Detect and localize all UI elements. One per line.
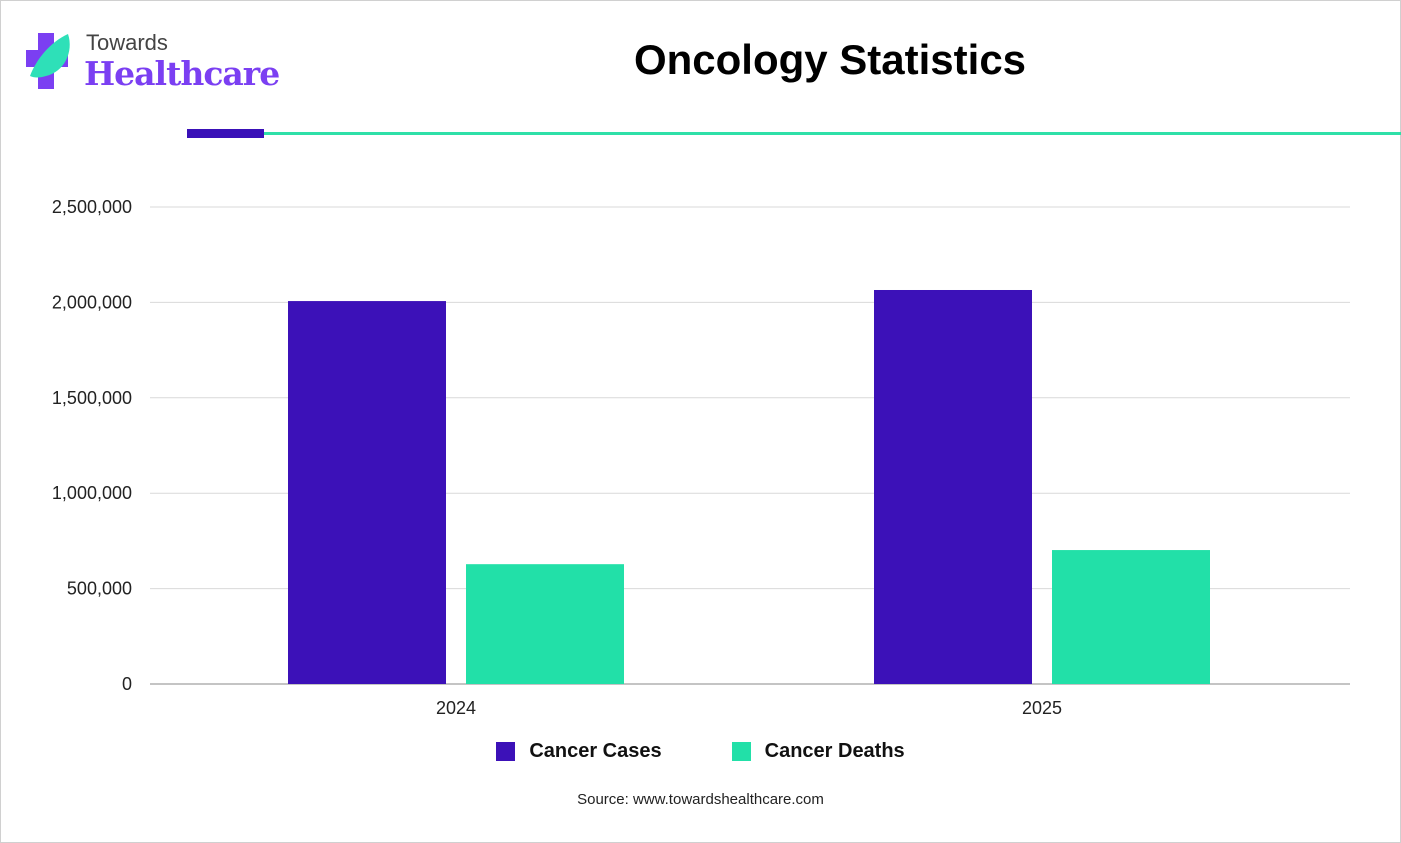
y-tick-label: 0: [122, 674, 132, 694]
logo-text-healthcare: Healthcare: [84, 54, 280, 93]
source-text: Source: www.towardshealthcare.com: [577, 791, 824, 808]
legend-swatch-cases: [496, 742, 516, 761]
logo: Towards Healthcare: [26, 30, 280, 100]
x-tick-label: 2024: [436, 698, 476, 718]
header-accent-purple: [187, 129, 264, 138]
legend-item-deaths: Cancer Deaths: [731, 740, 905, 763]
y-tick-label: 2,000,000: [52, 292, 132, 312]
y-tick-label: 500,000: [67, 579, 132, 599]
legend: Cancer Cases Cancer Deaths: [0, 740, 1401, 763]
x-tick-label: 2025: [1022, 698, 1062, 718]
legend-swatch-deaths: [731, 742, 751, 761]
y-tick-label: 2,500,000: [52, 197, 132, 217]
bar-deaths-2025: [1052, 550, 1210, 684]
legend-item-cases: Cancer Cases: [496, 740, 662, 763]
chart-title: Oncology Statistics: [633, 36, 1027, 83]
y-tick-label: 1,000,000: [52, 483, 132, 503]
legend-label-cases: Cancer Cases: [529, 740, 662, 762]
legend-label-deaths: Cancer Deaths: [764, 740, 905, 762]
bar-cases-2024: [288, 301, 446, 684]
logo-text-towards: Towards: [86, 30, 168, 55]
y-tick-label: 1,500,000: [52, 388, 132, 408]
bar-deaths-2024: [466, 564, 624, 684]
header-accent-teal: [264, 132, 1401, 135]
bar-cases-2025: [874, 289, 1032, 684]
logo-cross-leaf-icon: [26, 33, 70, 89]
